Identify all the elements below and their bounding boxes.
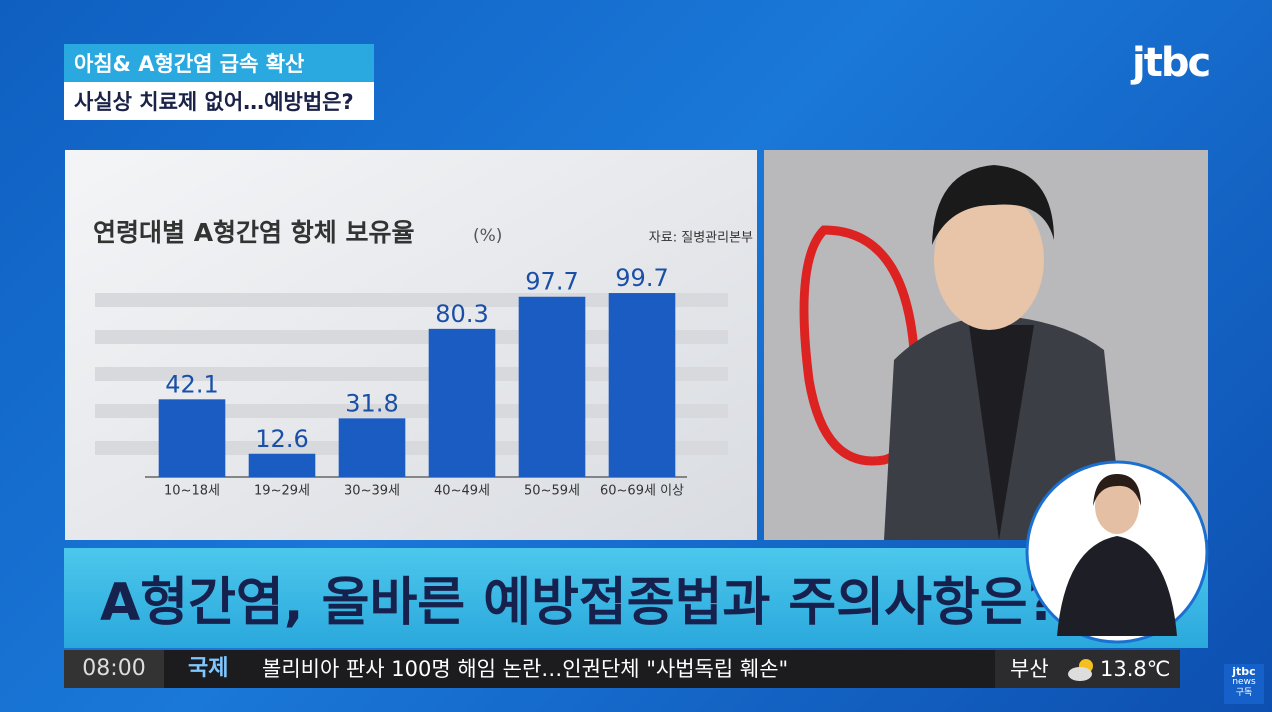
banner-text: A형간염, 올바른 예방접종법과 주의사항은? [100, 573, 1058, 633]
logo: jtbc [1132, 40, 1211, 86]
bar [428, 328, 496, 477]
weather-city: 부산 [1010, 657, 1049, 681]
bar [158, 399, 226, 477]
caption-bottom: 사실상 치료제 없어…예방법은? [64, 82, 374, 120]
value-label: 99.7 [615, 264, 668, 292]
value-label: 12.6 [255, 425, 308, 453]
banner [64, 548, 1208, 648]
x-tick-label: 19~29세 [254, 484, 310, 499]
chart-source: 자료: 질병관리본부 [649, 231, 753, 246]
bar [608, 293, 676, 477]
x-tick-label: 10~18세 [164, 484, 220, 499]
chart-title: 연령대별 A형간염 항체 보유율 [93, 218, 414, 247]
ticker-headline: 볼리비아 판사 100명 해임 논란…인권단체 "사법독립 훼손" [262, 657, 789, 681]
bar [338, 418, 406, 477]
value-label: 80.3 [435, 300, 488, 328]
chart: 연령대별 A형간염 항체 보유율 (%) 자료: 질병관리본부 10~18세 42… [65, 150, 757, 540]
subscribe-label: 구독 [1235, 688, 1253, 698]
bar [518, 296, 586, 477]
studio-view [764, 150, 1208, 540]
x-tick-label: 30~39세 [344, 484, 400, 499]
subscribe-sub: news [1232, 677, 1256, 687]
ticker-time: 08:00 [64, 650, 164, 688]
subscribe-brand: jtbc [1232, 665, 1256, 678]
value-label: 97.7 [525, 268, 578, 296]
bar [248, 453, 316, 477]
x-tick-label: 50~59세 [524, 484, 580, 499]
chart-unit: (%) [473, 226, 502, 246]
sign-language [1025, 460, 1209, 644]
weather-icon [1068, 659, 1093, 681]
value-label: 31.8 [345, 389, 398, 417]
x-tick-label: 40~49세 [434, 484, 490, 499]
ticker-section: 국제 [188, 656, 229, 681]
x-tick-label: 60~69세 이상 [600, 484, 684, 499]
weather-temp: 13.8℃ [1100, 657, 1171, 681]
subscribe-button[interactable]: jtbc news 구독 [1224, 664, 1264, 704]
ticker [64, 650, 1180, 688]
caption-top: 아침& A형간염 급속 확산 [64, 44, 374, 82]
value-label: 42.1 [165, 370, 218, 398]
